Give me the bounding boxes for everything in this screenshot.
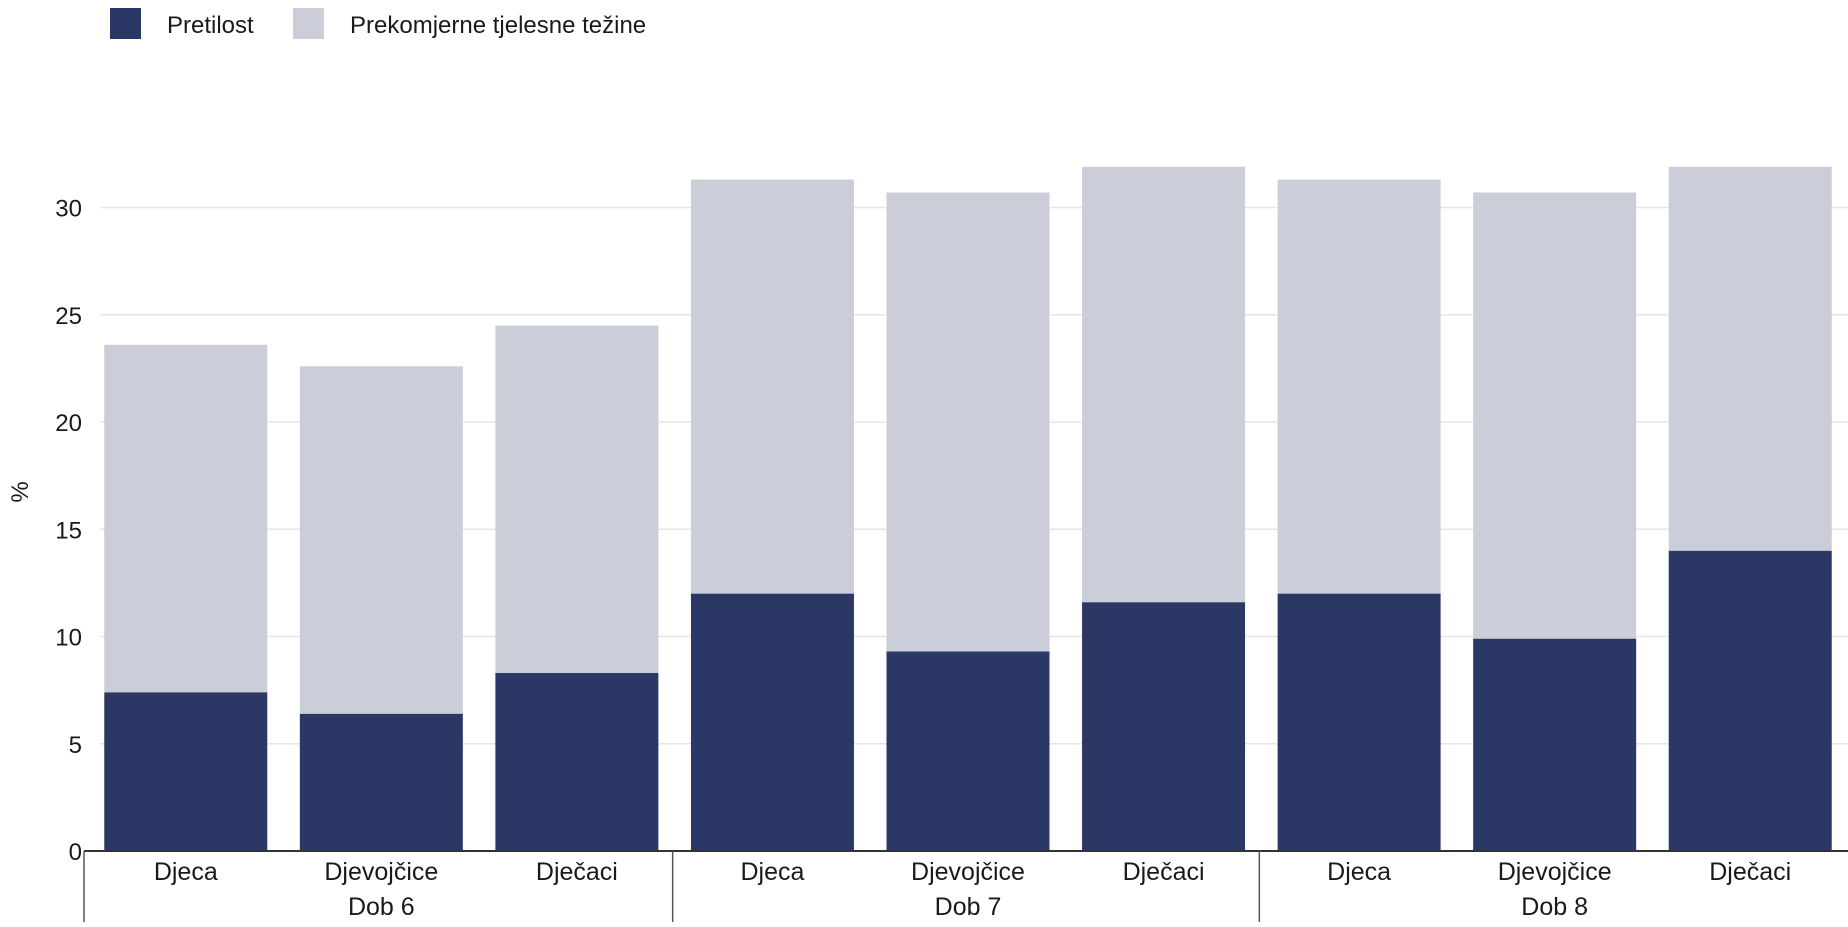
x-tick-label: Djevojčice: [911, 858, 1025, 886]
bar-segment: [690, 179, 854, 594]
bar-segment: [1473, 638, 1637, 851]
bar-segment: [495, 325, 659, 673]
x-tick-label: Djevojčice: [1498, 858, 1612, 886]
bar-segment: [1082, 602, 1246, 851]
x-tick-label: Djeca: [1327, 858, 1391, 886]
x-group-label: Dob 6: [348, 893, 415, 921]
y-tick-label: 0: [69, 839, 82, 866]
bar-segment: [104, 692, 268, 851]
bar-segment: [1082, 166, 1246, 603]
bar-segment: [1668, 550, 1832, 851]
legend-label: Prekomjerne tjelesne težine: [350, 12, 646, 39]
y-tick-label: 5: [69, 732, 82, 759]
y-tick-label: 30: [55, 196, 82, 223]
bar-segment: [495, 672, 659, 851]
bar-segment: [1277, 179, 1441, 594]
x-tick-label: Dječaci: [536, 858, 618, 886]
bar-segment: [886, 192, 1050, 652]
bars: [104, 166, 1832, 851]
bar-segment: [690, 593, 854, 851]
legend-swatch: [110, 8, 141, 39]
x-tick-label: Djevojčice: [324, 858, 438, 886]
bar-segment: [299, 713, 463, 851]
y-axis-ticks: 0 5 10 15 20 25 30: [55, 196, 82, 867]
x-tick-label: Djeca: [740, 858, 804, 886]
y-axis-label: %: [7, 481, 34, 502]
y-tick-label: 10: [55, 625, 82, 652]
bar-segment: [886, 651, 1050, 851]
x-tick-label: Dječaci: [1123, 858, 1205, 886]
x-tick-label: Djeca: [154, 858, 218, 886]
y-tick-label: 20: [55, 410, 82, 437]
x-group-label: Dob 7: [935, 893, 1002, 921]
x-axis: Djeca Djevojčice Dječaci Djeca Djevojčice Dje…: [83, 850, 1848, 922]
y-tick-label: 25: [55, 303, 82, 330]
bar-segment: [1668, 166, 1832, 551]
legend-label: Pretilost: [167, 12, 254, 39]
bar-segment: [1473, 192, 1637, 639]
legend: Pretilost Prekomjerne tjelesne težine: [110, 8, 646, 39]
y-tick-label: 15: [55, 517, 82, 544]
x-tick-label: Dječaci: [1709, 858, 1791, 886]
legend-swatch: [293, 8, 324, 39]
bar-segment: [1277, 593, 1441, 851]
bar-segment: [299, 366, 463, 714]
x-group-label: Dob 8: [1521, 893, 1588, 921]
bar-segment: [104, 344, 268, 693]
